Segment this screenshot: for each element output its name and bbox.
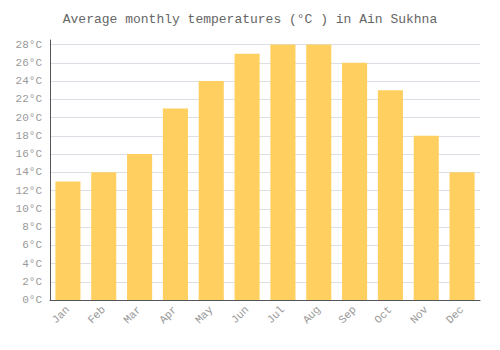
svg-text:24°C: 24°C bbox=[16, 75, 43, 87]
svg-text:May: May bbox=[193, 303, 216, 326]
svg-text:Jan: Jan bbox=[50, 304, 72, 326]
svg-text:28°C: 28°C bbox=[16, 39, 43, 51]
svg-text:22°C: 22°C bbox=[16, 93, 43, 105]
svg-text:Nov: Nov bbox=[408, 303, 431, 326]
svg-text:Mar: Mar bbox=[121, 304, 143, 326]
svg-text:8°C: 8°C bbox=[22, 221, 42, 233]
svg-text:6°C: 6°C bbox=[22, 239, 42, 251]
svg-text:Average monthly temperatures (: Average monthly temperatures (°C ) in Ai… bbox=[63, 12, 438, 27]
svg-text:Oct: Oct bbox=[372, 304, 394, 326]
svg-text:20°C: 20°C bbox=[16, 112, 43, 124]
svg-text:12°C: 12°C bbox=[16, 185, 43, 197]
svg-text:26°C: 26°C bbox=[16, 57, 43, 69]
svg-text:Sep: Sep bbox=[336, 304, 358, 326]
svg-text:0°C: 0°C bbox=[22, 294, 42, 306]
svg-text:Apr: Apr bbox=[157, 304, 179, 326]
svg-text:14°C: 14°C bbox=[16, 166, 43, 178]
svg-text:Jul: Jul bbox=[265, 304, 287, 326]
svg-text:2°C: 2°C bbox=[22, 276, 42, 288]
svg-text:10°C: 10°C bbox=[16, 203, 43, 215]
svg-text:18°C: 18°C bbox=[16, 130, 43, 142]
svg-text:16°C: 16°C bbox=[16, 148, 43, 160]
svg-text:Feb: Feb bbox=[86, 304, 108, 326]
svg-text:Dec: Dec bbox=[444, 304, 466, 326]
svg-text:Jun: Jun bbox=[229, 304, 251, 326]
svg-text:4°C: 4°C bbox=[22, 258, 42, 270]
svg-text:Aug: Aug bbox=[301, 304, 323, 326]
